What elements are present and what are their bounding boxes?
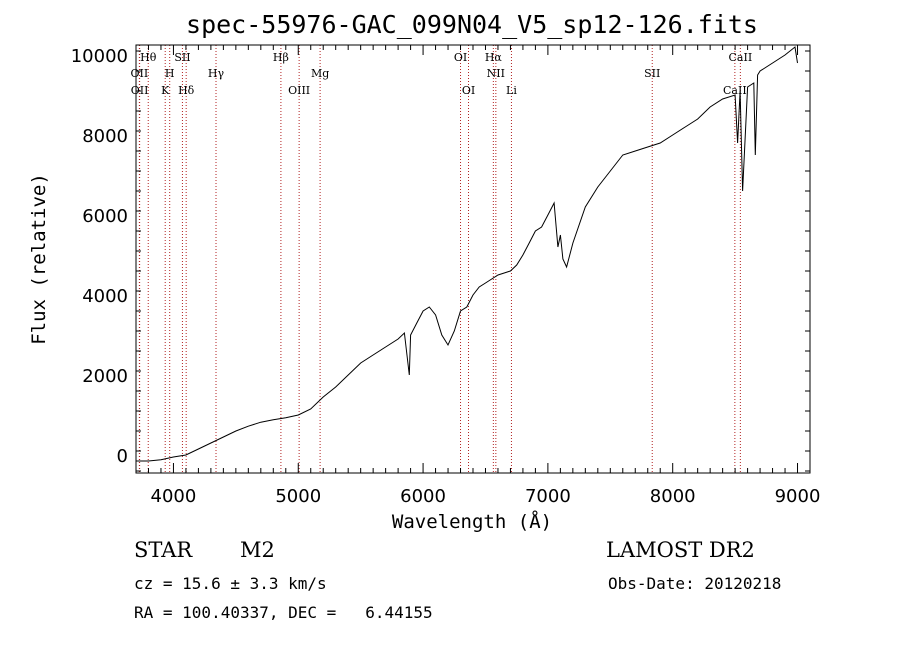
line-label: OI xyxy=(454,51,467,64)
x-axis: 4000 5000 6000 7000 8000 9000 xyxy=(135,45,821,507)
line-label: Li xyxy=(506,84,517,97)
x-axis-label: Wavelength (Å) xyxy=(392,510,552,533)
y-axis-label: Flux (relative) xyxy=(28,173,50,345)
x-tick-label: 7000 xyxy=(525,486,571,507)
line-labels: HθOIIOIIHKSIIHδHγHβOIIIMgOIOIHαNIILiSIIC… xyxy=(131,51,753,97)
observation-date: Obs-Date: 20120218 xyxy=(608,574,782,593)
line-label: Hβ xyxy=(273,51,289,64)
x-tick-label: 5000 xyxy=(275,486,321,507)
object-subclass: M2 xyxy=(240,538,275,562)
line-label: OII xyxy=(131,67,149,80)
object-class: STAR xyxy=(134,538,193,562)
line-label: CaII xyxy=(723,84,747,97)
line-label: SII xyxy=(644,67,660,80)
chart-title: spec-55976-GAC_099N04_V5_sp12-126.fits xyxy=(186,10,758,39)
coordinates: RA = 100.40337, DEC = 6.44155 xyxy=(134,603,433,622)
x-tick-label: 9000 xyxy=(775,486,821,507)
line-markers xyxy=(138,45,741,473)
x-tick-label: 4000 xyxy=(151,486,197,507)
line-label: NII xyxy=(487,67,505,80)
y-tick-label: 6000 xyxy=(82,206,128,227)
y-tick-label: 4000 xyxy=(82,286,128,307)
line-label: Hα xyxy=(485,51,503,64)
line-label: H xyxy=(165,67,175,80)
y-tick-label: 2000 xyxy=(82,366,128,387)
y-axis: 0 2000 4000 6000 8000 10000 xyxy=(71,46,810,472)
x-tick-label: 8000 xyxy=(650,486,696,507)
line-label: Hθ xyxy=(140,51,157,64)
line-label: CaII xyxy=(729,51,753,64)
y-tick-label: 10000 xyxy=(71,46,128,67)
line-label: OIII xyxy=(288,84,310,97)
line-label: Hγ xyxy=(208,67,225,80)
line-label: Hδ xyxy=(178,84,195,97)
spectrum-line xyxy=(136,46,798,462)
y-tick-label: 0 xyxy=(117,446,128,467)
line-label: SII xyxy=(174,51,190,64)
plot-frame xyxy=(135,44,811,474)
y-tick-label: 8000 xyxy=(82,126,128,147)
x-tick-label: 6000 xyxy=(400,486,446,507)
line-label: Mg xyxy=(311,67,329,80)
redshift-velocity: cz = 15.6 ± 3.3 km/s xyxy=(134,574,327,593)
line-label: K xyxy=(161,84,170,97)
survey-name: LAMOST DR2 xyxy=(606,538,755,562)
line-label: OI xyxy=(462,84,475,97)
